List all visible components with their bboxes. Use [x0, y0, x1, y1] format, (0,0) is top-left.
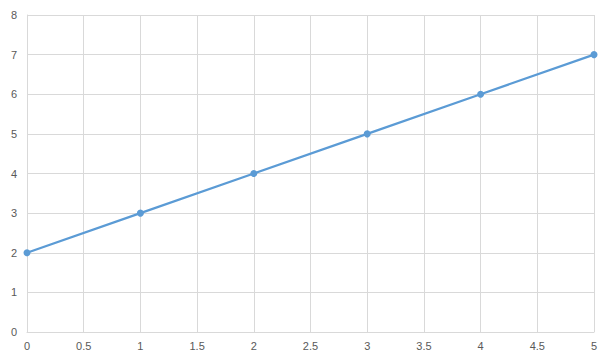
svg-text:0: 0 — [11, 326, 17, 338]
svg-text:4: 4 — [478, 340, 484, 352]
svg-text:0: 0 — [24, 340, 30, 352]
svg-text:4: 4 — [11, 168, 17, 180]
svg-text:8: 8 — [11, 9, 17, 21]
svg-text:0.5: 0.5 — [76, 340, 91, 352]
svg-text:5: 5 — [591, 340, 597, 352]
svg-text:1: 1 — [11, 286, 17, 298]
svg-text:4.5: 4.5 — [530, 340, 545, 352]
svg-text:2: 2 — [251, 340, 257, 352]
svg-text:1.5: 1.5 — [189, 340, 204, 352]
svg-text:3: 3 — [11, 207, 17, 219]
svg-text:7: 7 — [11, 49, 17, 61]
svg-text:1: 1 — [137, 340, 143, 352]
svg-text:2.5: 2.5 — [303, 340, 318, 352]
svg-text:3.5: 3.5 — [416, 340, 431, 352]
svg-text:3: 3 — [364, 340, 370, 352]
svg-text:5: 5 — [11, 128, 17, 140]
svg-text:6: 6 — [11, 88, 17, 100]
svg-text:2: 2 — [11, 247, 17, 259]
